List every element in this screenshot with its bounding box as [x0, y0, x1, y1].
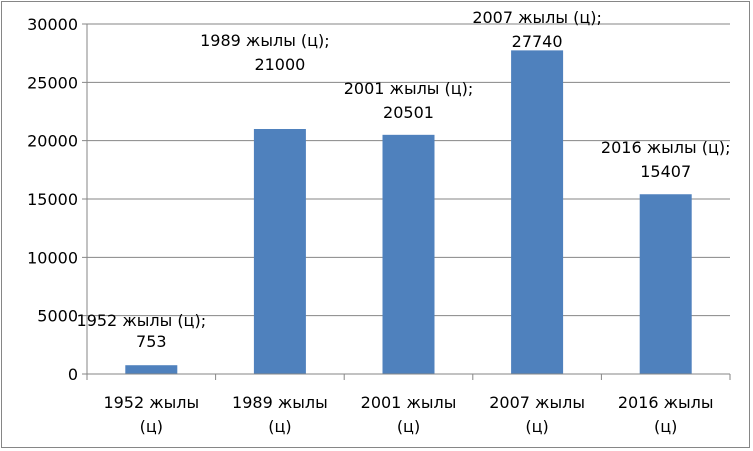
y-tick-label: 10000 — [27, 248, 78, 267]
y-tick-label: 20000 — [27, 132, 78, 151]
data-label: 2016 жылы (ц); — [601, 138, 731, 157]
bar — [125, 365, 178, 374]
y-tick-label: 25000 — [27, 73, 78, 92]
data-label: 753 — [136, 332, 167, 351]
x-tick-label: (ц) — [268, 417, 291, 436]
data-label: 2007 жылы (ц); — [472, 8, 602, 27]
y-tick-label: 5000 — [37, 307, 78, 326]
x-tick-label: 2007 жылы — [489, 393, 585, 412]
y-tick-label: 0 — [68, 365, 78, 384]
data-label: 21000 — [254, 55, 305, 74]
x-tick-label: (ц) — [140, 417, 163, 436]
y-tick-label: 30000 — [27, 15, 78, 34]
bar — [511, 50, 564, 374]
x-tick-label: (ц) — [397, 417, 420, 436]
bar — [253, 129, 306, 374]
x-tick-label: (ц) — [654, 417, 677, 436]
data-label: 1989 жылы (ц); — [200, 31, 330, 50]
data-label: 15407 — [640, 162, 691, 181]
x-tick-label: 1952 жылы — [103, 393, 199, 412]
x-tick-label: 2016 жылы — [618, 393, 714, 412]
data-label: 2001 жылы (ц); — [344, 79, 474, 98]
data-label: 27740 — [512, 32, 563, 51]
bar — [382, 134, 435, 374]
data-label: 20501 — [383, 103, 434, 122]
x-tick-label: 1989 жылы — [232, 393, 328, 412]
x-tick-label: (ц) — [525, 417, 548, 436]
y-tick-label: 15000 — [27, 190, 78, 209]
bar — [639, 194, 692, 374]
data-label: 1952 жылы (ц); — [77, 311, 207, 330]
x-tick-label: 2001 жылы — [361, 393, 457, 412]
